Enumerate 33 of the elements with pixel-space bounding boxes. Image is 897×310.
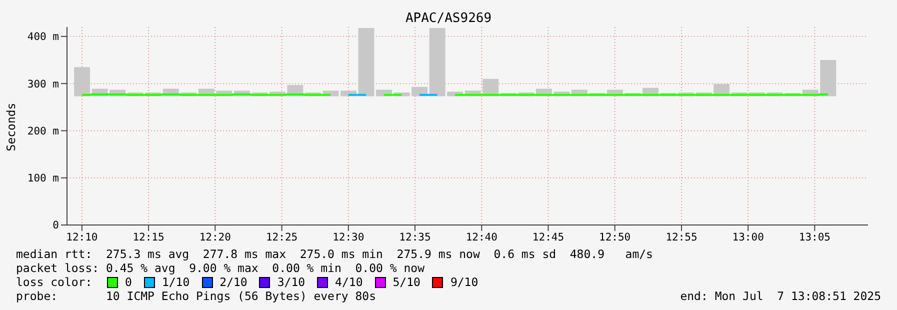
legend-label: 0 [124, 275, 132, 289]
x-tick-label: 13:05 [798, 231, 830, 244]
y-tick-label: 0 [52, 220, 59, 232]
y-tick-label: 300 m [27, 78, 59, 90]
chart-title: APAC/AS9269 [404, 11, 493, 26]
text: packet loss: 0.45 % avg 9.00 % max 0.00 % min 0.00 % now [16, 261, 424, 275]
x-tick-label: 12:35 [399, 231, 431, 244]
y-tick-label: 100 m [27, 172, 59, 185]
x-tick-label: 12:10 [66, 231, 98, 244]
bar [358, 28, 374, 96]
legend-title: loss color: [16, 275, 94, 289]
bar [74, 67, 90, 96]
y-tick-label: 200 m [27, 125, 59, 138]
x-tick-label: 13:00 [732, 231, 764, 244]
y-axis-title: Seconds [4, 102, 18, 152]
x-tick-label: 12:45 [532, 231, 564, 244]
legend-label: 3/10 [276, 275, 306, 289]
text: median rtt: 275.3 ms avg 277.8 ms max 275.0 ms min 275.9 ms now 0.6 ms sd 480.9 am/s [16, 247, 653, 261]
legend-label: 1/10 [160, 275, 190, 289]
legend-label: 9/10 [449, 275, 478, 289]
text: end: Mon Jul 7 13:08:51 2025 [680, 289, 881, 303]
x-tick-label: 12:15 [132, 231, 164, 244]
y-tick-label: 400 m [27, 31, 59, 44]
x-tick-label: 12:20 [199, 231, 231, 244]
legend-label: 5/10 [392, 275, 420, 289]
x-tick-label: 12:50 [599, 231, 631, 244]
text: probe: 10 ICMP Echo Pings (56 Bytes) every 80s [16, 289, 376, 303]
x-tick-label: 12:30 [332, 231, 364, 244]
legend-label: 4/10 [334, 275, 363, 289]
x-tick-label: 12:40 [466, 231, 498, 244]
x-tick-label: 12:55 [666, 231, 698, 244]
x-tick-label: 12:25 [266, 231, 298, 244]
legend-label: 2/10 [218, 275, 248, 289]
